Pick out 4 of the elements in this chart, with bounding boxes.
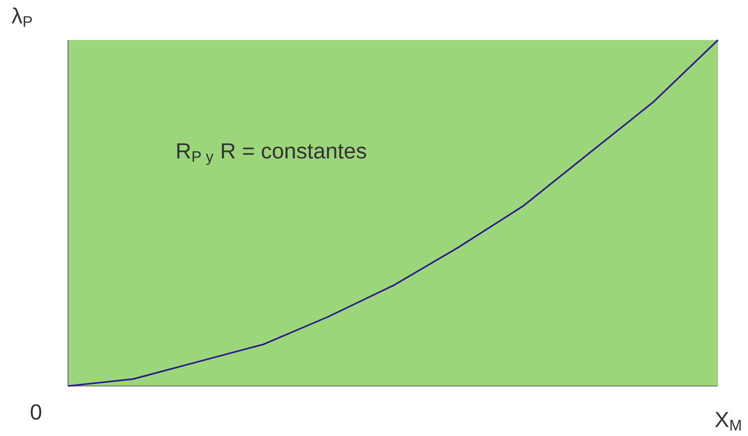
x-axis-title: X$_{M}$ <box>715 412 741 430</box>
annotation: $\text{R}_{\text{P y}}\text{ R = constantes}$ <box>177 143 366 166</box>
y-axis-title: λ$_{P}$ <box>12 8 32 27</box>
text: 0 <box>30 404 42 420</box>
